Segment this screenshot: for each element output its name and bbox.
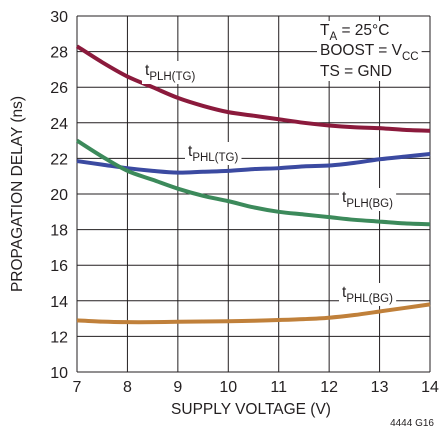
condition-sub: A <box>329 31 337 43</box>
series-label-tplhbg: tPLH(BG) <box>342 189 393 210</box>
y-tick-label: 24 <box>50 116 68 133</box>
series-label-main: t <box>145 62 150 79</box>
series-labels: tPLH(TG)tPHL(TG)tPLH(BG)tPHL(BG)TA = 25°… <box>142 21 422 306</box>
condition-rest: = 25°C <box>337 22 389 39</box>
x-tick-label: 11 <box>270 379 287 396</box>
series-label-background <box>185 142 242 165</box>
condition-background <box>317 41 422 64</box>
series-label-sub: PHL(TG) <box>192 152 238 164</box>
y-tick-label: 22 <box>50 151 68 168</box>
y-tick-label: 18 <box>50 223 68 240</box>
condition-text: TA = 25°C <box>320 22 389 43</box>
series-line-tphlbg <box>76 302 431 325</box>
y-tick-label: 16 <box>50 258 68 275</box>
condition-main: BOOST = V <box>320 42 403 59</box>
series-label-sub: PLH(TG) <box>149 71 195 83</box>
series-line-tphltg <box>76 151 431 175</box>
x-tick-label: 10 <box>219 379 237 396</box>
figure-id: 4444 G16 <box>390 418 434 429</box>
x-tick-label: 8 <box>123 379 132 396</box>
x-tick-label: 9 <box>173 379 182 396</box>
x-axis-label: SUPPLY VOLTAGE (V) <box>171 401 331 418</box>
condition-background <box>317 21 393 44</box>
condition-text: TS = GND <box>320 63 392 80</box>
condition-main: TS = GND <box>320 63 392 80</box>
series-label-tphltg: tPHL(TG) <box>188 143 238 164</box>
condition-text: BOOST = VCC <box>320 42 419 63</box>
x-tick-label: 7 <box>73 379 82 396</box>
condition-main: T <box>320 22 330 39</box>
series-label-main: t <box>342 189 347 206</box>
series-label-sub: PLH(BG) <box>346 198 393 210</box>
x-tick-label: 14 <box>421 379 439 396</box>
series-label-main: t <box>188 143 193 160</box>
tick-labels: 7 8 9 10 11 12 13 14 10 12 14 16 18 20 22 24 26 28 30 <box>50 9 439 396</box>
series-label-main: t <box>342 284 347 301</box>
y-tick-label: 12 <box>50 329 68 346</box>
x-tick-label: 12 <box>320 379 338 396</box>
y-tick-label: 28 <box>50 45 68 62</box>
y-tick-label: 30 <box>50 9 68 26</box>
y-tick-label: 14 <box>50 294 68 311</box>
y-tick-label: 10 <box>50 365 68 382</box>
series-group <box>75 44 431 325</box>
y-axis-label: PROPAGATION DELAY (ns) <box>9 96 26 292</box>
series-line-tplhbg <box>75 138 431 227</box>
condition-background <box>317 62 395 81</box>
y-tick-label: 26 <box>50 80 68 97</box>
series-label-background <box>142 61 199 84</box>
series-label-tphlbg: tPHL(BG) <box>342 284 393 305</box>
x-tick-label: 13 <box>371 379 389 396</box>
series-label-tplhtg: tPLH(TG) <box>145 62 195 83</box>
y-tick-label: 20 <box>50 187 68 204</box>
series-label-sub: PHL(BG) <box>346 293 393 305</box>
condition-sub: CC <box>402 51 419 63</box>
series-label-background <box>339 283 397 306</box>
series-line-tplhtg <box>75 44 431 133</box>
series-label-background <box>339 188 397 211</box>
